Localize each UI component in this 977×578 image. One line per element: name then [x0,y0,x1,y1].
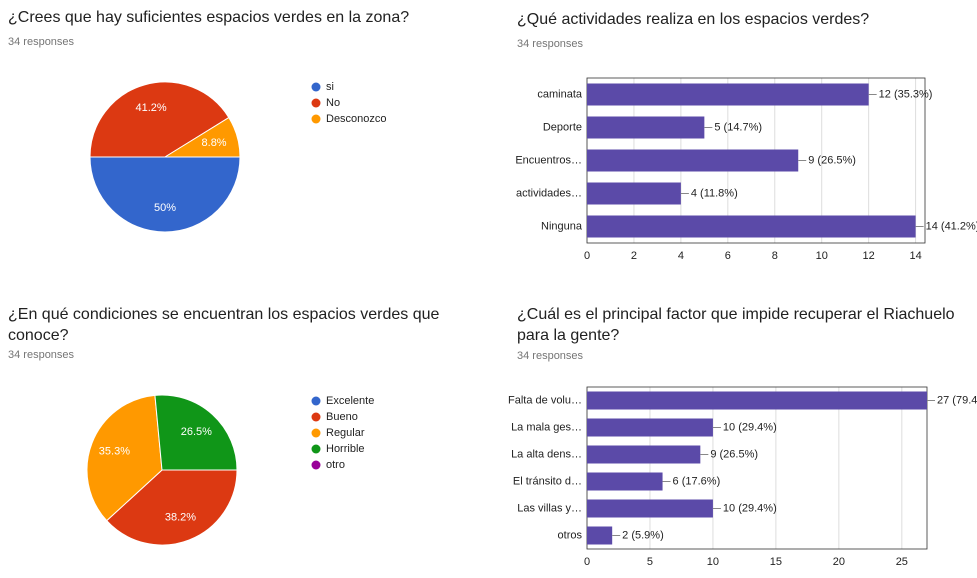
legend-swatch [311,114,321,124]
bar [587,149,799,172]
y-tick-label: Encuentros… [515,154,582,166]
legend-label: Excelente [326,395,374,407]
bar [587,391,927,410]
bar [587,116,705,139]
slice-label: 38.2% [165,511,196,523]
legend-label: otro [326,459,345,471]
legend-label: Horrible [326,443,365,455]
y-tick-label: El tránsito d… [513,475,582,487]
chart-title: ¿En qué condiciones se encuentran los es… [8,306,440,344]
slice-label: 26.5% [181,426,212,438]
slice-label: 8.8% [202,137,227,149]
y-tick-label: actividades… [516,187,582,199]
pie-slice [154,394,238,471]
legend-label: No [326,97,340,109]
bar [587,83,869,106]
slice-label: 35.3% [99,446,130,458]
bar [587,182,681,205]
value-label: 2 (5.9%) [622,529,664,541]
y-tick-label: Falta de volu… [508,394,582,406]
slice-label: 50% [154,202,176,214]
x-tick-label: 8 [772,250,778,262]
bar [587,526,613,545]
value-label: 12 (35.3%) [879,88,933,100]
chart-subtitle: 34 responses [8,36,75,48]
legend-swatch [311,428,321,438]
value-label: 6 (17.6%) [673,475,721,487]
value-label: 14 (41.2%) [926,220,977,232]
pie-slice [89,81,230,158]
y-tick-label: La mala ges… [511,421,582,433]
x-tick-label: 0 [584,250,590,262]
bar [587,445,701,464]
legend-swatch [311,444,321,454]
chart-subtitle: 34 responses [8,349,75,361]
x-tick-label: 12 [863,250,875,262]
x-tick-label: 25 [896,556,908,568]
pie-slice [163,116,241,158]
x-tick-label: 10 [707,556,719,568]
legend-swatch [311,412,321,422]
value-label: 10 (29.4%) [723,421,777,433]
legend-label: Desconozco [326,113,387,125]
bar [587,472,663,491]
x-tick-label: 20 [833,556,845,568]
x-tick-label: 2 [631,250,637,262]
chart-subtitle: 34 responses [517,38,584,50]
y-tick-label: otros [558,529,583,541]
x-tick-label: 6 [725,250,731,262]
x-tick-label: 5 [647,556,653,568]
legend-swatch [311,396,321,406]
legend-swatch [311,460,321,470]
x-tick-label: 15 [770,556,782,568]
y-tick-label: caminata [537,88,583,100]
plot-frame [586,386,928,550]
value-label: 4 (11.8%) [691,187,738,199]
bar [587,499,713,518]
slice-label: 41.2% [135,102,166,114]
legend-label: Bueno [326,411,358,423]
x-tick-label: 14 [909,250,921,262]
pie-slice [86,394,163,522]
value-label: 5 (14.7%) [714,121,762,133]
y-tick-label: Deporte [543,121,582,133]
legend-swatch [311,82,321,92]
y-tick-label: La alta dens… [511,448,582,460]
value-label: 10 (29.4%) [723,502,777,514]
legend-label: Regular [326,427,365,439]
value-label: 9 (26.5%) [710,448,758,460]
x-tick-label: 0 [584,556,590,568]
legend-label: si [326,81,334,93]
chart-title: ¿Cuál es el principal factor que impide … [517,306,955,344]
x-tick-label: 10 [816,250,828,262]
y-tick-label: Ninguna [541,220,583,232]
chart-subtitle: 34 responses [517,350,584,362]
pie-slice [105,469,238,546]
y-tick-label: Las villas y… [517,502,582,514]
bar [587,215,916,238]
pie-slice [89,156,241,233]
x-tick-label: 4 [678,250,684,262]
legend-swatch [311,98,321,108]
bar [587,418,713,437]
chart-title: ¿Qué actividades realiza en los espacios… [517,11,870,28]
value-label: 27 (79.4%) [937,394,977,406]
chart-title: ¿Crees que hay suficientes espacios verd… [8,9,410,26]
value-label: 9 (26.5%) [808,154,856,166]
